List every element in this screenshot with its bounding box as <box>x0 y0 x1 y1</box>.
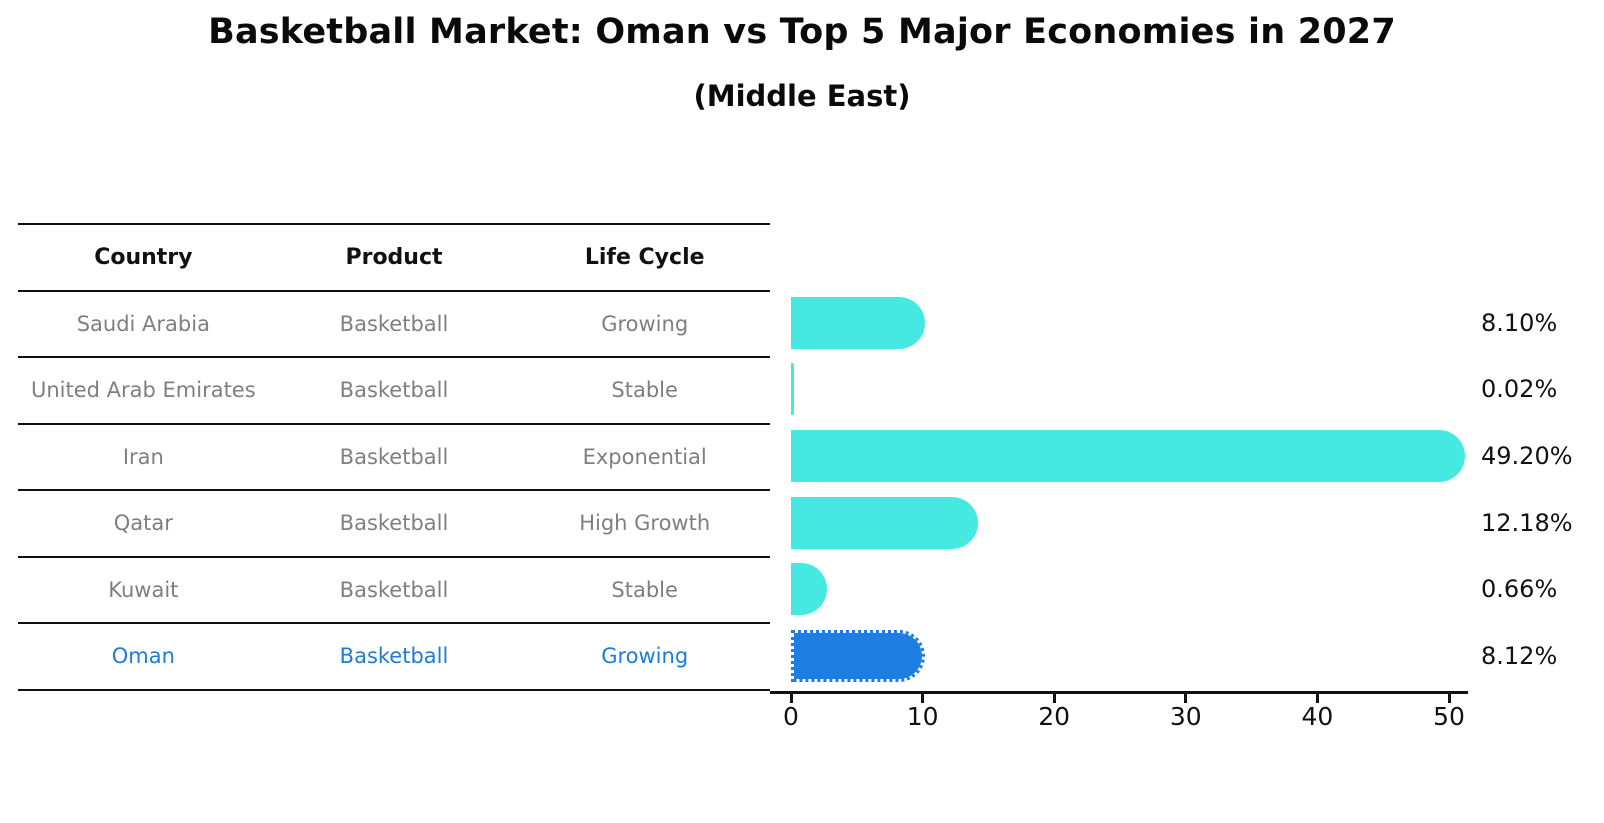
x-tick-mark <box>1447 694 1451 703</box>
x-tick-mark <box>1052 694 1056 703</box>
bar-qatar <box>791 496 979 549</box>
table-row: Qatar Basketball High Growth <box>18 491 770 558</box>
product-cell: Basketball <box>339 644 449 669</box>
life-cycle-cell: Exponential <box>582 444 707 469</box>
bar-saudi-arabia <box>791 296 925 349</box>
x-tick-label: 0 <box>783 702 799 731</box>
table-header-row: Country Product Life Cycle <box>18 225 770 292</box>
bar-value-label: 8.10% <box>1481 308 1558 337</box>
x-tick-label: 30 <box>1169 702 1202 731</box>
country-cell: Saudi Arabia <box>76 311 210 336</box>
x-tick-label: 20 <box>1038 702 1071 731</box>
bar-oman <box>791 629 925 682</box>
x-tick-label: 50 <box>1433 702 1465 731</box>
product-cell: Basketball <box>339 511 449 536</box>
table-row: Iran Basketball Exponential <box>18 425 770 491</box>
table-row: Saudi Arabia Basketball Growing <box>18 292 770 358</box>
table-header-cell-2: Life Cycle <box>584 244 705 270</box>
table-header-cell-1: Product <box>345 244 443 270</box>
x-tick-label: 40 <box>1301 702 1334 731</box>
bar-iran <box>791 429 1466 482</box>
life-cycle-cell: Growing <box>601 311 689 336</box>
table-row: United Arab Emirates Basketball Stable <box>18 358 770 425</box>
country-table: Country Product Life Cycle Saudi Arabia Bask… <box>18 223 770 691</box>
bar-value-label: 8.12% <box>1481 641 1558 670</box>
life-cycle-cell: Stable <box>611 577 678 602</box>
life-cycle-cell: High Growth <box>579 511 711 536</box>
product-cell: Basketball <box>339 378 449 403</box>
bar-value-label: 49.20% <box>1481 441 1573 470</box>
table-header-cell-0: Country <box>94 244 193 270</box>
chart-title: Basketball Market: Oman vs Top 5 Major E… <box>208 12 1396 52</box>
x-tick-label: 10 <box>906 702 939 731</box>
life-cycle-cell: Stable <box>611 378 678 403</box>
product-cell: Basketball <box>339 444 449 469</box>
bar-value-label: 0.66% <box>1481 575 1558 603</box>
table-row: Kuwait Basketball Stable <box>18 558 770 624</box>
country-cell: Oman <box>111 644 175 669</box>
product-cell: Basketball <box>339 311 449 336</box>
bar-kuwait <box>791 563 827 615</box>
x-tick-mark <box>1184 694 1188 703</box>
bar-united-arab-emirates <box>791 363 794 415</box>
country-cell: Iran <box>122 444 164 469</box>
life-cycle-cell: Growing <box>601 644 689 669</box>
country-cell: United Arab Emirates <box>30 378 256 403</box>
country-cell: Qatar <box>113 511 173 536</box>
table-row: Oman Basketball Growing <box>18 624 770 691</box>
country-cell: Kuwait <box>108 577 179 602</box>
x-tick-mark <box>921 694 925 703</box>
x-axis-line <box>770 691 1468 694</box>
x-tick-mark <box>1315 694 1319 703</box>
bar-value-label: 12.18% <box>1481 508 1573 537</box>
chart-subtitle: (Middle East) <box>693 79 911 113</box>
bar-value-label: 0.02% <box>1481 375 1558 403</box>
x-tick-mark <box>789 694 793 703</box>
product-cell: Basketball <box>339 577 449 602</box>
